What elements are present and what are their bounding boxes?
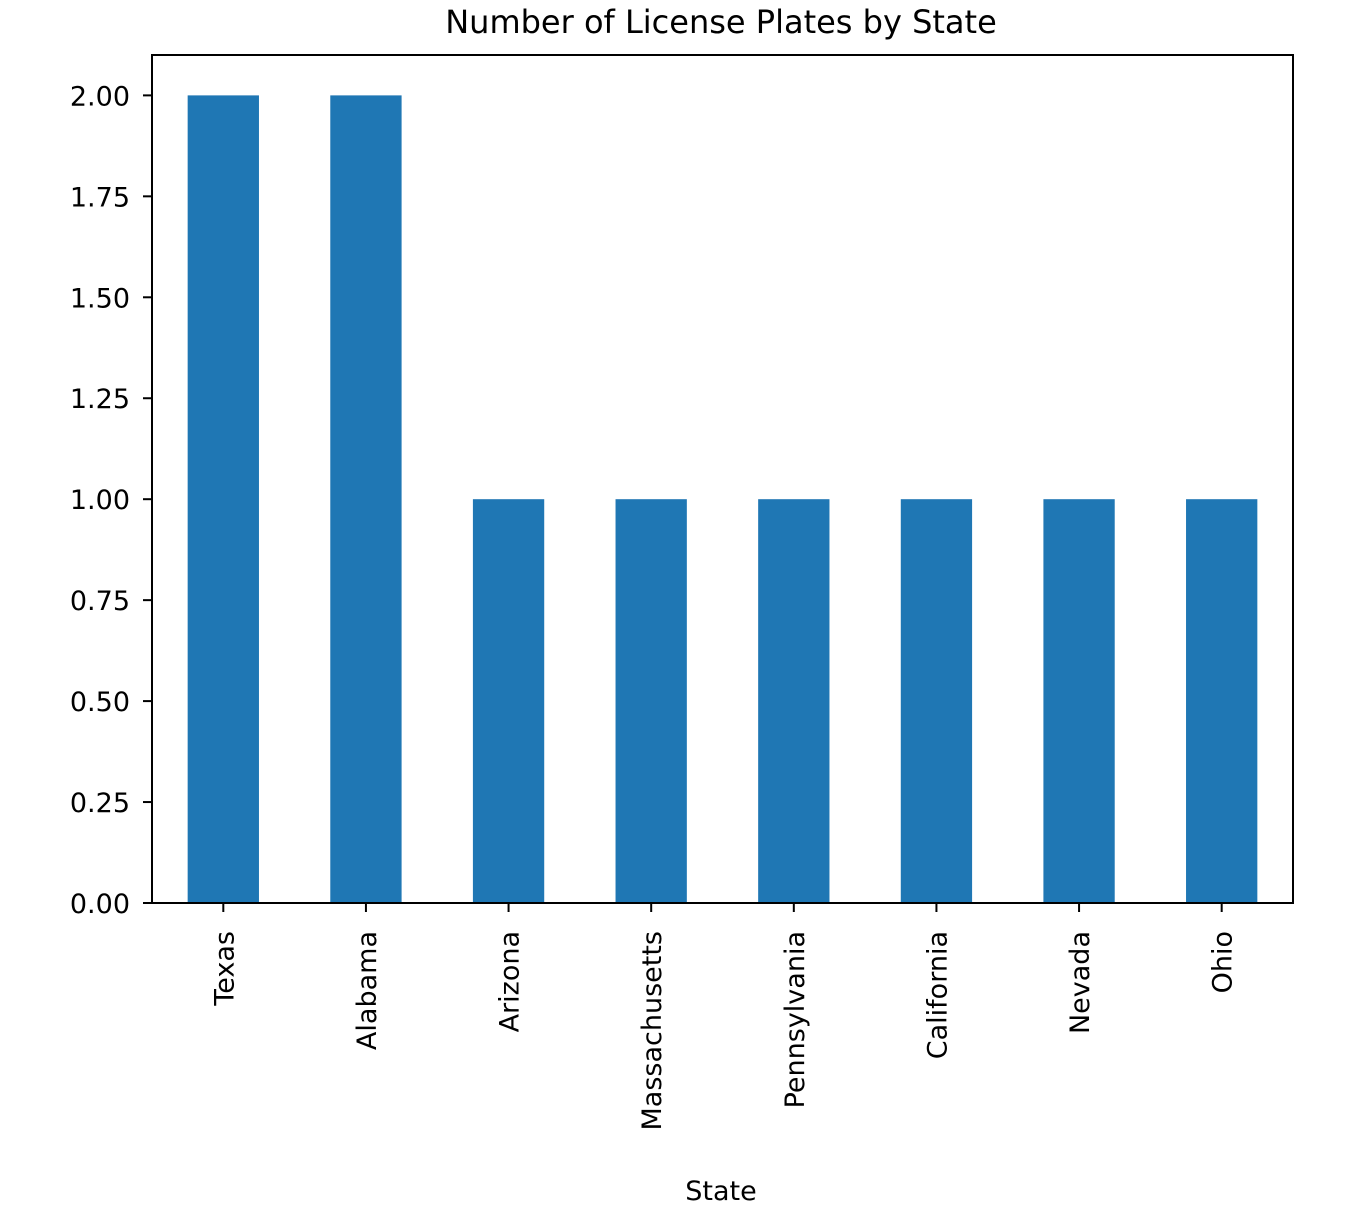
- chart-title: Number of License Plates by State: [445, 3, 997, 41]
- x-tick-label-massachusetts: Massachusetts: [637, 931, 668, 1131]
- x-tick-label-alabama: Alabama: [352, 931, 383, 1050]
- x-tick-label-arizona: Arizona: [495, 931, 526, 1032]
- bar-california: [900, 499, 973, 903]
- x-tick-label-texas: Texas: [209, 931, 240, 1007]
- y-tick-label: 0.00: [70, 889, 130, 920]
- x-axis-label: State: [685, 1176, 756, 1207]
- y-tick-label: 1.00: [70, 485, 130, 516]
- bar-alabama: [330, 95, 402, 903]
- y-tick-label: 1.75: [70, 182, 130, 213]
- bar-ohio: [1186, 499, 1258, 903]
- y-tick-label: 1.50: [70, 283, 130, 314]
- x-tick-label-ohio: Ohio: [1208, 931, 1239, 993]
- bars-group: [187, 95, 1258, 903]
- bar-texas: [187, 95, 259, 903]
- y-tick-label: 0.50: [70, 687, 130, 718]
- x-tick-label-pennsylvania: Pennsylvania: [780, 931, 811, 1108]
- x-tick-label-california: California: [922, 931, 953, 1059]
- y-tick-label: 2.00: [70, 81, 130, 112]
- y-tick-label: 1.25: [70, 384, 130, 415]
- bar-massachusetts: [615, 499, 687, 903]
- bar-arizona: [472, 499, 545, 903]
- y-axis: 0.00 0.25 0.50 0.75 1.00 1.25 1.50 1.75 2.00: [70, 81, 152, 920]
- bar-nevada: [1043, 499, 1115, 903]
- bar-pennsylvania: [758, 499, 830, 903]
- x-tick-label-nevada: Nevada: [1065, 931, 1096, 1034]
- y-tick-label: 0.25: [70, 788, 130, 819]
- y-tick-label: 0.75: [70, 586, 130, 617]
- plot-frame: [151, 54, 1294, 904]
- x-axis: Texas Alabama Arizona Massachusetts Pennsylv…: [209, 903, 1239, 1131]
